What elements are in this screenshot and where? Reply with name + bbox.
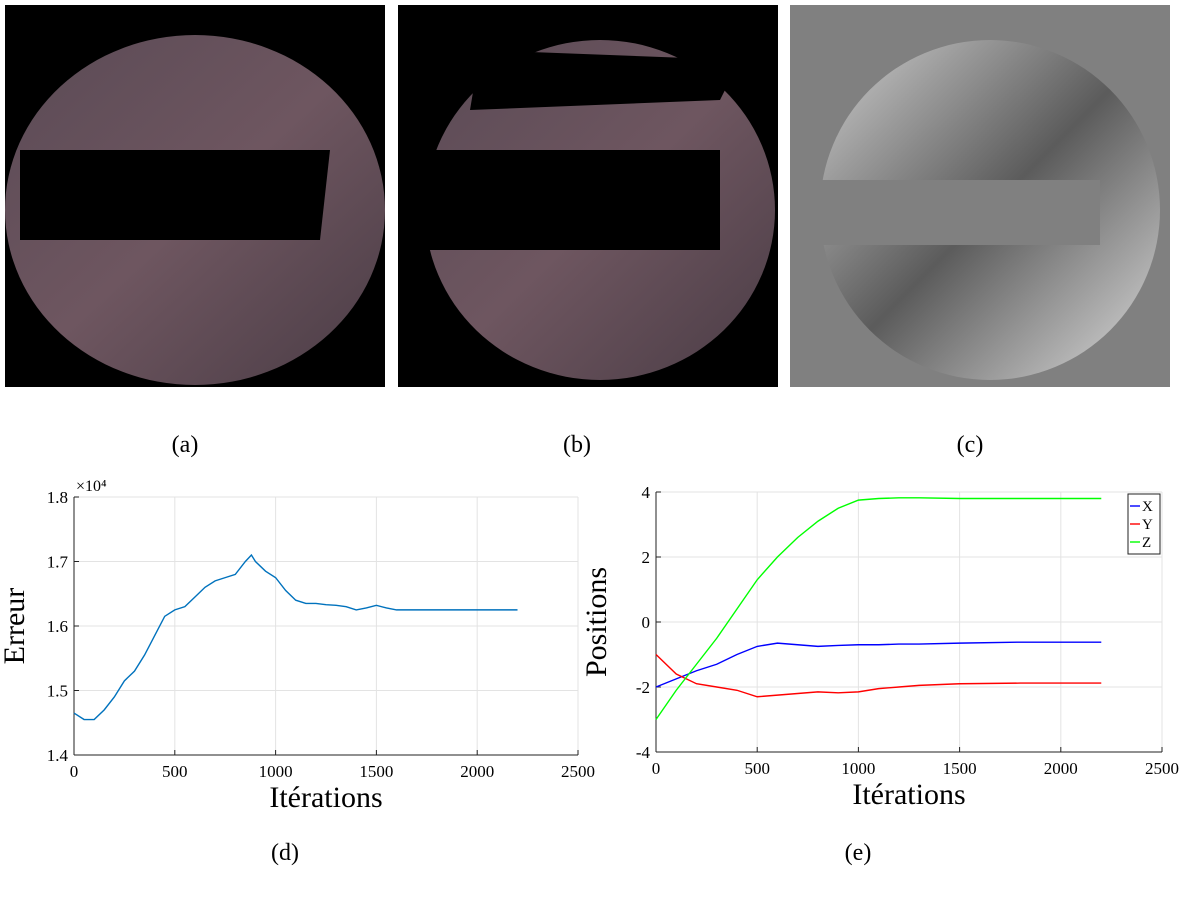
x-tick-label: 0 [652,759,661,778]
caption: (c) [957,432,984,458]
image-c [790,5,1170,387]
y-tick-label: 1.6 [47,617,68,636]
x-tick-label: 500 [744,759,770,778]
y-tick-label: 1.7 [47,553,69,572]
caption: (e) [845,840,872,866]
x-tick-label: 2500 [1145,759,1179,778]
legend-label: X [1142,499,1153,515]
y-exponent: ×10⁴ [76,478,107,495]
caption: (d) [271,840,299,866]
x-tick-label: 1000 [841,759,875,778]
x-tick-label: 1000 [259,762,293,781]
x-axis-label: Itérations [852,778,965,811]
x-tick-label: 2500 [561,762,595,781]
y-tick-label: 1.4 [47,746,69,765]
x-tick-label: 2000 [460,762,494,781]
data-line [655,497,1102,720]
y-axis-label: Positions [580,567,613,677]
y-tick-label: 4 [642,483,651,502]
y-tick-label: 0 [642,613,651,632]
data-line [655,641,1102,688]
y-tick-label: -2 [636,678,650,697]
x-tick-label: 0 [70,762,79,781]
y-tick-label: 1.8 [47,488,68,507]
legend-label: Z [1142,535,1151,551]
caption: (b) [563,432,591,458]
y-tick-label: -4 [636,743,651,762]
caption: (a) [172,432,199,458]
x-axis-label: Itérations [269,781,382,814]
y-axis-label: Erreur [0,588,31,665]
data-line [655,653,1102,698]
image-b [398,5,778,387]
data-line [73,553,518,721]
legend-label: Y [1142,517,1153,533]
image-a [5,5,385,387]
x-tick-label: 500 [162,762,188,781]
y-tick-label: 2 [642,548,651,567]
x-tick-label: 1500 [943,759,977,778]
y-tick-label: 1.5 [47,682,68,701]
x-tick-label: 2000 [1044,759,1078,778]
x-tick-label: 1500 [359,762,393,781]
